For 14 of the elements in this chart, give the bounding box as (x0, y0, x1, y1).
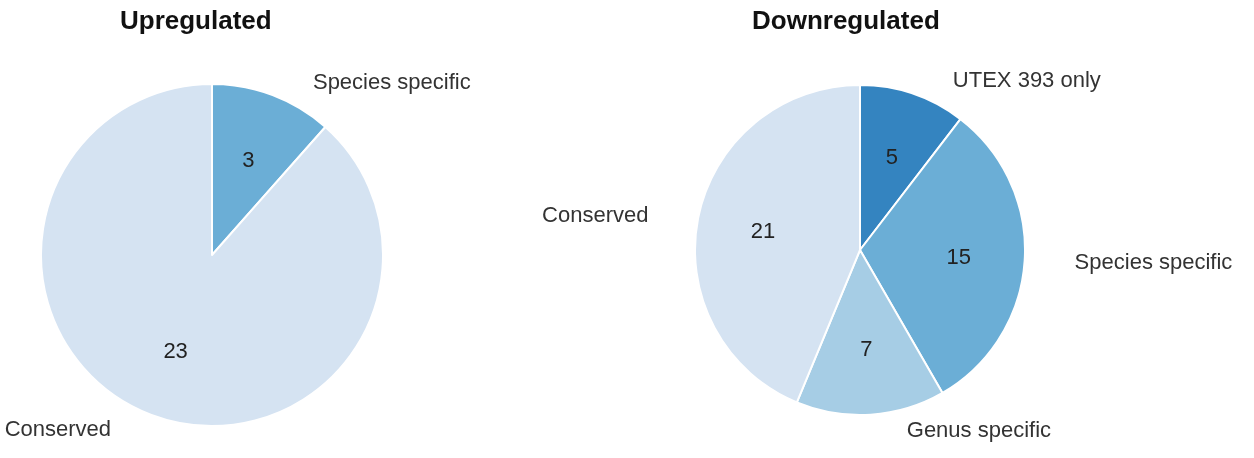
data-label: 15 (946, 243, 972, 269)
data-label: 3 (242, 146, 255, 172)
slice-label: Conserved (4, 416, 112, 442)
slice-label: UTEX 393 only (952, 67, 1101, 93)
slice-label: Species specific (312, 68, 471, 94)
chart-title: Downregulated (752, 5, 940, 35)
slice-label: Conserved (542, 202, 649, 228)
slice-label: Genus specific (906, 417, 1052, 443)
slice-label: Species specific (1074, 249, 1233, 275)
data-label: 21 (750, 218, 776, 244)
data-label: 23 (163, 338, 188, 364)
data-label: 7 (860, 336, 873, 362)
data-label: 5 (885, 143, 898, 169)
chart-title: Upregulated (120, 5, 272, 35)
